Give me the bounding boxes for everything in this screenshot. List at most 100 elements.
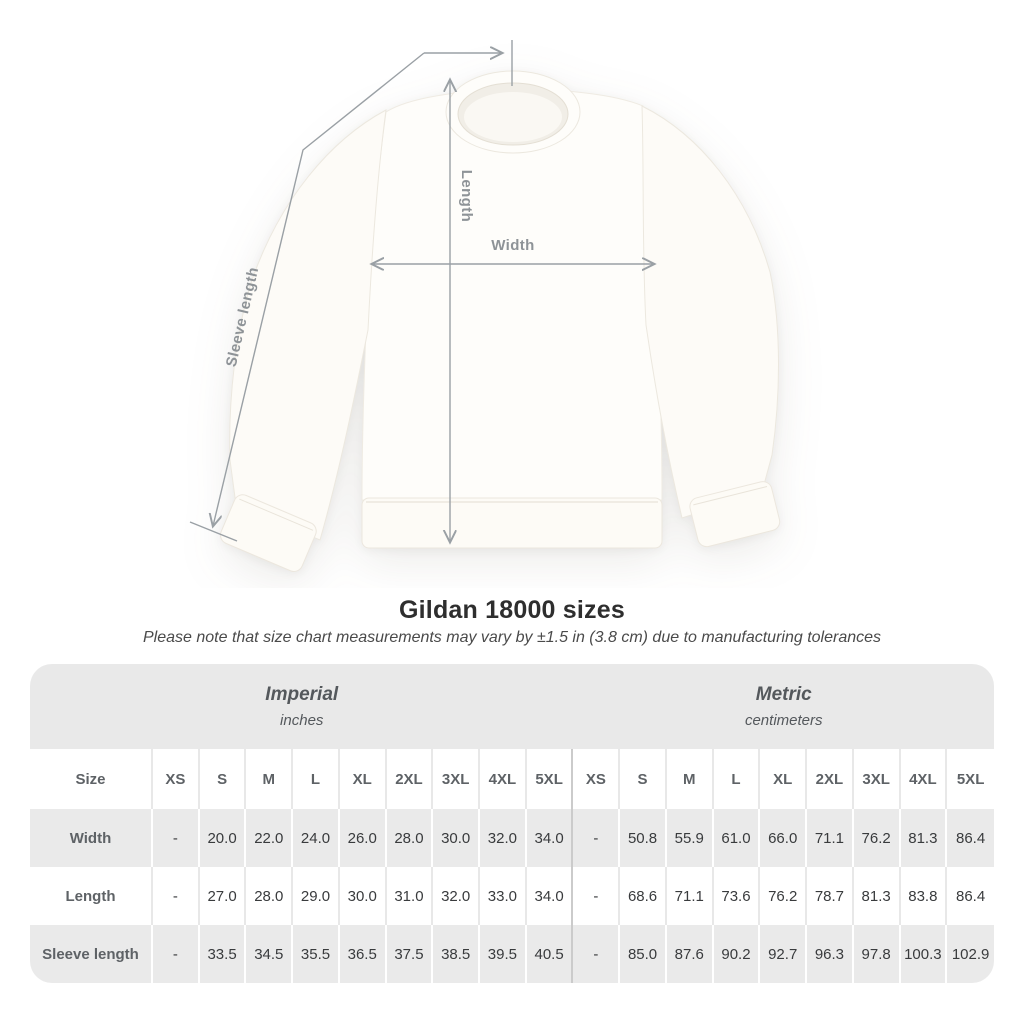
sweatshirt-measurement-diagram: Sleeve length Length Width — [189, 40, 781, 572]
size-diagram-figure: Sleeve length Length Width — [189, 40, 781, 572]
table-cell: - — [153, 867, 200, 925]
table-cell: 61.0 — [713, 809, 761, 867]
row-label-length: Length — [30, 867, 153, 925]
table-cell: 34.5 — [246, 925, 294, 983]
table-cell: - — [573, 925, 621, 983]
imperial-header-cell: Imperial inches — [30, 664, 574, 749]
table-cell: 92.7 — [760, 925, 808, 983]
table-cell: 40.5 — [526, 925, 574, 983]
size-header-imperial-m: M — [246, 749, 294, 809]
size-header-imperial-3xl: 3XL — [433, 749, 481, 809]
size-header-metric-m: M — [666, 749, 714, 809]
table-cell: 34.0 — [526, 809, 574, 867]
table-cell: 28.0 — [386, 809, 434, 867]
sweatshirt-left-cuff — [219, 494, 317, 572]
table-cell: 50.8 — [620, 809, 667, 867]
table-cell: 100.3 — [900, 925, 948, 983]
table-cell: 22.0 — [246, 809, 294, 867]
table-cell: 85.0 — [620, 925, 667, 983]
size-header-imperial-2xl: 2XL — [386, 749, 434, 809]
metric-label: Metric — [755, 684, 812, 705]
table-cell: - — [153, 809, 200, 867]
table-cell: 32.0 — [480, 809, 527, 867]
size-header-metric-xl: XL — [760, 749, 808, 809]
table-cell: - — [153, 925, 200, 983]
table-cell: 36.5 — [339, 925, 387, 983]
table-cell: 90.2 — [713, 925, 761, 983]
table-cell: 96.3 — [807, 925, 854, 983]
size-header-imperial-4xl: 4XL — [480, 749, 527, 809]
table-cell: 86.4 — [947, 809, 994, 867]
table-row-sleeve-length: Sleeve length - 33.5 34.5 35.5 36.5 37.5… — [30, 925, 994, 983]
table-cell: 30.0 — [339, 867, 387, 925]
width-label: Width — [491, 237, 535, 254]
table-cell: 76.2 — [760, 867, 808, 925]
table-cell: 38.5 — [433, 925, 481, 983]
table-cell: 102.9 — [947, 925, 994, 983]
tolerance-note: Please note that size chart measurements… — [142, 629, 882, 646]
table-cell: 29.0 — [293, 867, 340, 925]
size-chart-table: Imperial inches Metric centimeters Size … — [30, 664, 994, 983]
size-header-metric-2xl: 2XL — [807, 749, 854, 809]
row-label-width: Width — [30, 809, 153, 867]
size-header-imperial-xl: XL — [339, 749, 387, 809]
collar-back — [464, 92, 562, 142]
size-header-metric-5xl: 5XL — [947, 749, 994, 809]
size-header-imperial-s: S — [199, 749, 247, 809]
size-header-metric-3xl: 3XL — [853, 749, 901, 809]
table-cell: 68.6 — [620, 867, 667, 925]
table-cell: 73.6 — [713, 867, 761, 925]
metric-unit-label: centimeters — [744, 712, 823, 729]
table-cell: 31.0 — [386, 867, 434, 925]
size-header-imperial-l: L — [293, 749, 340, 809]
table-cell: 20.0 — [199, 809, 247, 867]
table-cell: 71.1 — [807, 809, 854, 867]
unit-header-row: Imperial inches Metric centimeters — [30, 664, 994, 749]
table-cell: 26.0 — [339, 809, 387, 867]
table-cell: 24.0 — [293, 809, 340, 867]
size-header-metric-4xl: 4XL — [900, 749, 948, 809]
table-cell: 81.3 — [853, 867, 901, 925]
imperial-unit-label: inches — [280, 712, 324, 729]
table-cell: 35.5 — [293, 925, 340, 983]
page-title: Gildan 18000 sizes — [399, 596, 625, 624]
size-header-row: Size XS S M L XL 2XL 3XL 4XL 5XL XS S M … — [30, 749, 994, 809]
length-label: Length — [458, 170, 475, 222]
size-column-header: Size — [30, 749, 153, 809]
sweatshirt-right-cuff — [689, 481, 781, 548]
table-cell: 97.8 — [853, 925, 901, 983]
table-cell: - — [573, 867, 621, 925]
table-cell: 76.2 — [853, 809, 901, 867]
size-header-metric-l: L — [713, 749, 761, 809]
sleeve-length-line — [213, 52, 425, 526]
table-cell: 55.9 — [666, 809, 714, 867]
metric-header-cell: Metric centimeters — [573, 664, 994, 749]
imperial-label: Imperial — [265, 684, 339, 705]
table-cell: 33.5 — [199, 925, 247, 983]
table-cell: - — [573, 809, 621, 867]
table-cell: 71.1 — [666, 867, 714, 925]
table-cell: 37.5 — [386, 925, 434, 983]
table-cell: 83.8 — [900, 867, 948, 925]
size-header-imperial-5xl: 5XL — [526, 749, 574, 809]
table-cell: 30.0 — [433, 809, 481, 867]
table-cell: 78.7 — [807, 867, 854, 925]
table-cell: 27.0 — [199, 867, 247, 925]
table-cell: 34.0 — [526, 867, 574, 925]
table-cell: 32.0 — [433, 867, 481, 925]
sweatshirt-right-sleeve — [641, 105, 779, 519]
table-cell: 66.0 — [760, 809, 808, 867]
sweatshirt-image — [219, 70, 781, 572]
table-cell: 87.6 — [666, 925, 714, 983]
sweatshirt-waistband — [361, 497, 663, 549]
size-header-imperial-xs: XS — [153, 749, 200, 809]
table-row-length: Length - 27.0 28.0 29.0 30.0 31.0 32.0 3… — [30, 867, 994, 925]
size-header-metric-xs: XS — [573, 749, 621, 809]
row-label-sleeve-length: Sleeve length — [30, 925, 153, 983]
table-cell: 33.0 — [480, 867, 527, 925]
table-cell: 81.3 — [900, 809, 948, 867]
table-cell: 28.0 — [246, 867, 294, 925]
sleeve-length-bottom-tick — [189, 521, 238, 542]
table-cell: 86.4 — [947, 867, 994, 925]
table-cell: 39.5 — [480, 925, 527, 983]
